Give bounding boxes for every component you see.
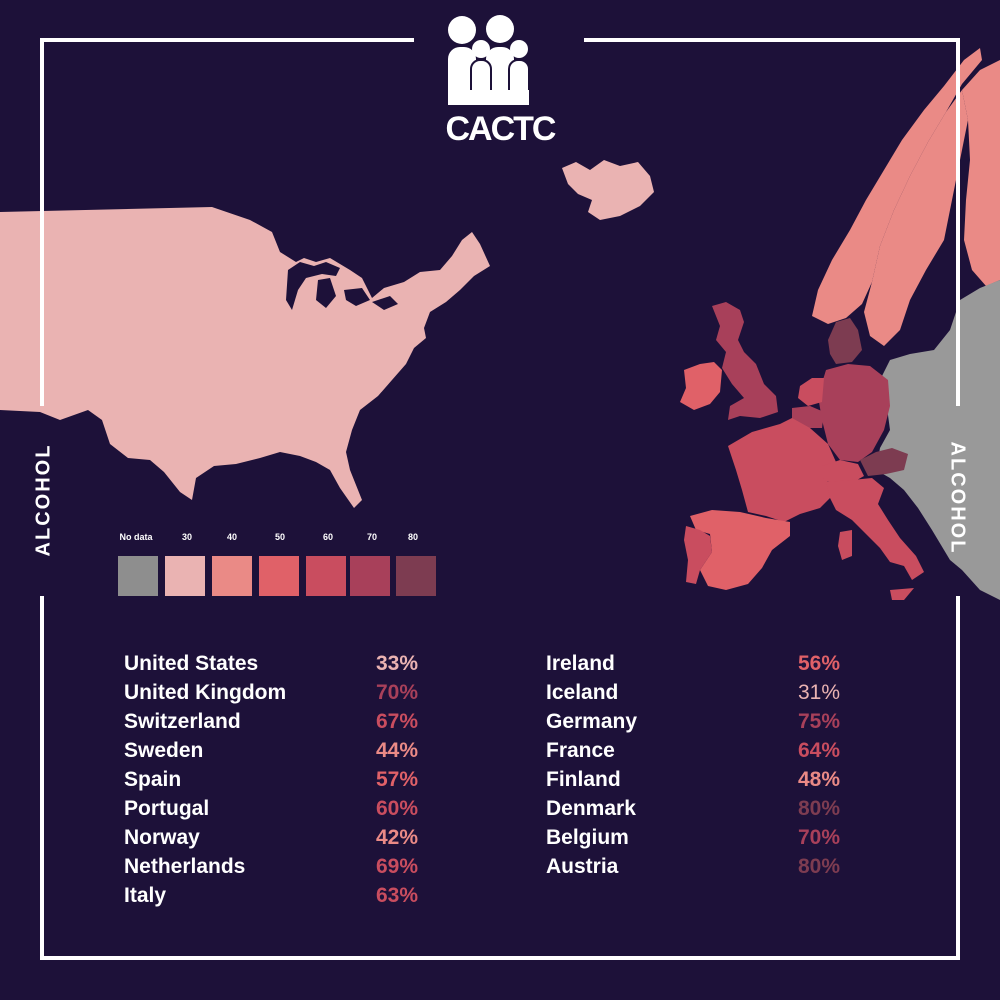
legend-swatch [350, 556, 390, 596]
frame-right-bottom [956, 596, 960, 960]
country-sweden [864, 90, 968, 346]
country-name: Spain [124, 768, 182, 791]
legend-label: 60 [322, 532, 334, 542]
legend-swatch [396, 556, 436, 596]
side-label-left: ALCOHOL [32, 443, 55, 557]
country-percentage: 60% [376, 797, 419, 820]
country-percentage: 70% [798, 826, 841, 849]
country-percentage: 64% [798, 739, 841, 762]
country-percentage: 57% [376, 768, 419, 791]
frame-bottom [40, 956, 960, 960]
legend-label: No data [119, 532, 153, 542]
country-name: Sweden [124, 739, 204, 762]
frame-left-top [40, 38, 44, 406]
country-name: Finland [546, 768, 621, 791]
region-no-data [876, 280, 1000, 600]
country-ireland [680, 362, 722, 410]
legend-swatch [165, 556, 205, 596]
logo: CACTC [440, 10, 560, 148]
logo-text: CACTC [445, 110, 557, 148]
country-name: Ireland [546, 652, 615, 675]
country-name: Portugal [124, 797, 210, 820]
legend-swatch [118, 556, 158, 596]
country-percentage: 44% [376, 739, 419, 762]
frame-top-right [584, 38, 960, 42]
great-lakes [286, 262, 398, 310]
country-percentage: 67% [376, 710, 419, 733]
country-percentage: 33% [376, 652, 419, 675]
country-iceland [562, 160, 654, 220]
country-finland [962, 60, 1000, 286]
side-label-right: ALCOHOL [946, 441, 969, 555]
country-percentage: 63% [376, 884, 419, 907]
country-denmark [828, 318, 862, 364]
country-name: Denmark [546, 797, 636, 820]
country-percentage: 80% [798, 855, 841, 878]
country-italy [826, 478, 924, 600]
country-name: Netherlands [124, 855, 246, 878]
legend-swatch [212, 556, 252, 596]
country-percentage: 69% [376, 855, 419, 878]
country-austria [860, 448, 908, 476]
legend-label: 70 [366, 532, 378, 542]
country-name: United Kingdom [124, 681, 287, 704]
country-name: Switzerland [124, 710, 241, 733]
legend-label: 80 [407, 532, 419, 542]
country-name: France [546, 739, 615, 762]
country-united-kingdom [712, 302, 778, 420]
country-switzerland [822, 460, 864, 484]
frame-right-top [956, 38, 960, 406]
country-name: United States [124, 652, 259, 675]
legend-label: 30 [181, 532, 193, 542]
country-netherlands [798, 378, 824, 406]
legend-label: 40 [226, 532, 238, 542]
country-united-states [0, 207, 490, 508]
country-percentage: 75% [798, 710, 841, 733]
legend-swatch [306, 556, 346, 596]
legend-swatch [259, 556, 299, 596]
country-name: Austria [546, 855, 619, 878]
country-france [728, 418, 836, 522]
country-name: Italy [124, 884, 167, 907]
legend-label: 50 [274, 532, 286, 542]
country-percentage: 70% [376, 681, 419, 704]
country-spain [690, 510, 790, 590]
country-percentage: 31% [798, 681, 841, 704]
country-norway [812, 48, 982, 324]
country-name: Belgium [546, 826, 629, 849]
frame-top-left [40, 38, 414, 42]
country-germany [818, 364, 890, 462]
country-name: Germany [546, 710, 638, 733]
country-name: Iceland [546, 681, 619, 704]
country-portugal [684, 526, 712, 584]
country-percentage: 56% [798, 652, 841, 675]
frame-left-bottom [40, 596, 44, 960]
country-percentage: 48% [798, 768, 841, 791]
country-percentage: 80% [798, 797, 841, 820]
people-icon [448, 15, 530, 106]
country-percentage: 42% [376, 826, 419, 849]
country-name: Norway [124, 826, 200, 849]
